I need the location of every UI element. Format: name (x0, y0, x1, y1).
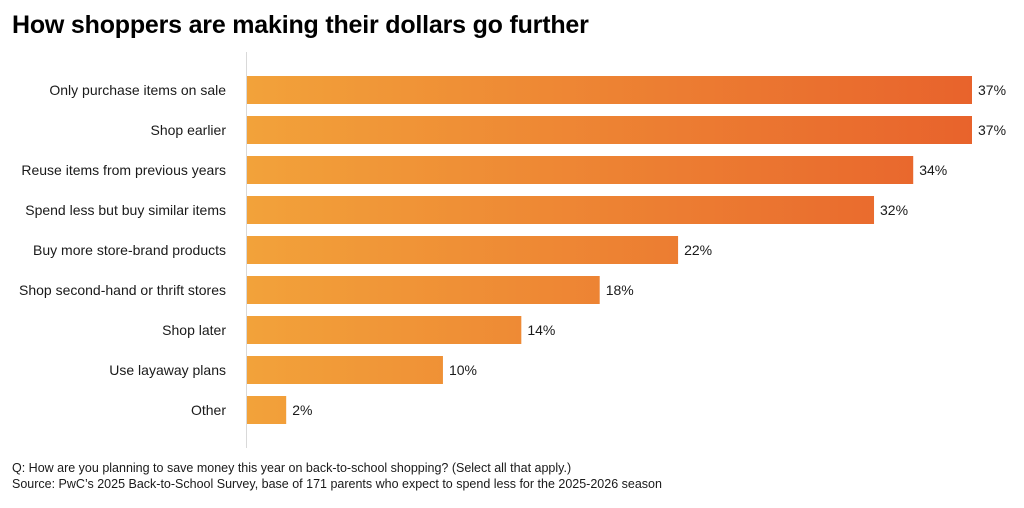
bar (247, 76, 972, 104)
bar (247, 316, 522, 344)
bar-chart: Only purchase items on sale 37% Shop earli… (19, 52, 1006, 448)
value-label: 10% (449, 362, 477, 378)
source-note: Source: PwC’s 2025 Back-to-School Survey… (12, 477, 662, 491)
value-label: 37% (978, 82, 1006, 98)
bar (247, 276, 600, 304)
bar (247, 116, 972, 144)
category-label: Shop earlier (151, 122, 227, 138)
chart-notes: Q: How are you planning to save money th… (12, 460, 662, 492)
value-label: 37% (978, 122, 1006, 138)
category-label: Buy more store-brand products (33, 242, 226, 258)
category-label: Spend less but buy similar items (25, 202, 226, 218)
category-label: Use layaway plans (109, 362, 226, 378)
value-label: 2% (292, 402, 312, 418)
bar (247, 196, 875, 224)
category-label: Only purchase items on sale (49, 82, 226, 98)
value-label: 32% (880, 202, 908, 218)
bar (247, 356, 443, 384)
category-label: Shop later (162, 322, 226, 338)
chart-title: How shoppers are making their dollars go… (12, 11, 589, 39)
category-label: Other (191, 402, 226, 418)
category-label: Reuse items from previous years (21, 162, 226, 178)
value-label: 34% (919, 162, 947, 178)
value-label: 18% (606, 282, 634, 298)
value-label: 22% (684, 242, 712, 258)
value-label: 14% (527, 322, 555, 338)
category-label: Shop second-hand or thrift stores (19, 282, 226, 298)
question-note: Q: How are you planning to save money th… (12, 461, 572, 475)
bar (247, 156, 914, 184)
bars-group: Only purchase items on sale 37% Shop earli… (19, 76, 1006, 424)
bar (247, 396, 287, 424)
bar (247, 236, 679, 264)
